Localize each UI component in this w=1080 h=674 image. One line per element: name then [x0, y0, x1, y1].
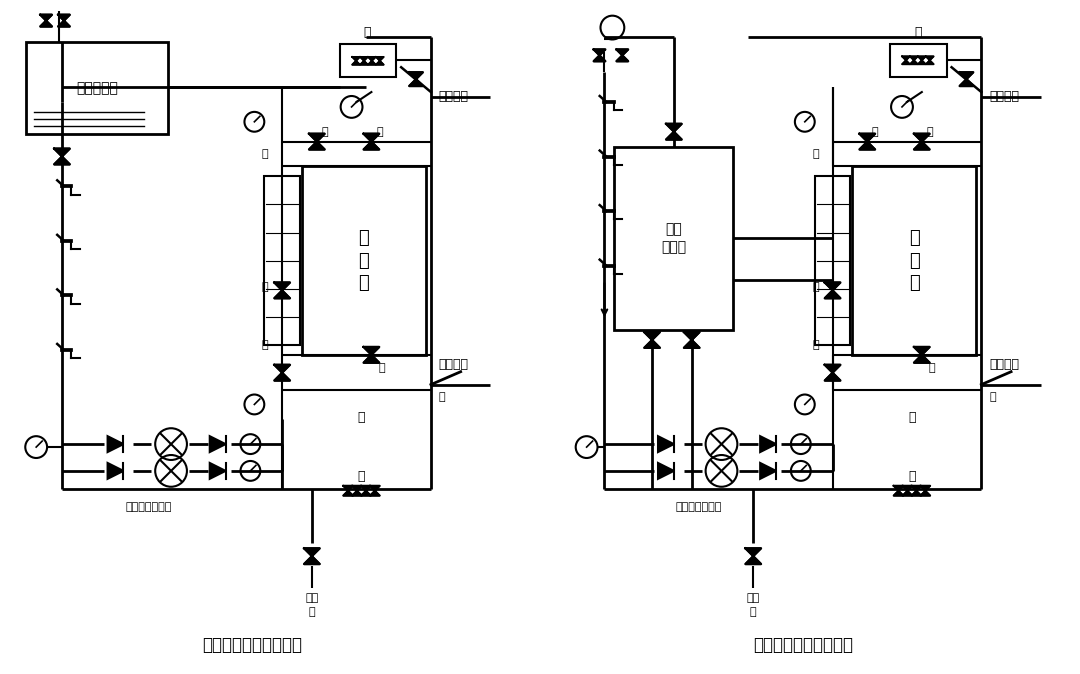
- Polygon shape: [594, 49, 606, 61]
- Text: 开: 开: [908, 470, 916, 483]
- Text: 开: 开: [914, 26, 921, 39]
- Polygon shape: [914, 133, 930, 150]
- Polygon shape: [274, 365, 291, 381]
- Polygon shape: [825, 365, 840, 381]
- Polygon shape: [54, 148, 70, 164]
- Text: 空调水进: 空调水进: [989, 359, 1020, 371]
- Text: 过度季节的运行（一）: 过度季节的运行（一）: [202, 636, 302, 654]
- Text: 空调水出: 空调水出: [438, 90, 469, 104]
- Text: 关: 关: [812, 282, 819, 293]
- Polygon shape: [666, 124, 681, 140]
- Polygon shape: [274, 282, 291, 299]
- Polygon shape: [825, 282, 840, 299]
- Bar: [814, 177, 850, 345]
- Polygon shape: [352, 57, 360, 65]
- Text: 卫生热水循环泵: 卫生热水循环泵: [125, 501, 172, 512]
- Bar: [340, 44, 396, 77]
- Text: 自来: 自来: [306, 593, 319, 603]
- Polygon shape: [360, 57, 368, 65]
- Text: 关: 关: [812, 148, 819, 158]
- Polygon shape: [210, 436, 226, 452]
- Text: 自来: 自来: [746, 593, 760, 603]
- Bar: [615, 146, 733, 330]
- Polygon shape: [108, 436, 123, 452]
- Polygon shape: [912, 486, 921, 495]
- Polygon shape: [40, 15, 52, 26]
- Text: 开: 开: [322, 127, 328, 137]
- Text: 关: 关: [262, 282, 269, 293]
- Text: 直
燃
机: 直 燃 机: [359, 229, 369, 292]
- Polygon shape: [745, 548, 761, 564]
- Text: 开: 开: [378, 363, 384, 373]
- Text: 开: 开: [357, 411, 365, 424]
- Polygon shape: [910, 57, 918, 64]
- Polygon shape: [760, 436, 777, 452]
- Polygon shape: [903, 486, 913, 495]
- Text: 低位
热水箱: 低位 热水箱: [661, 222, 687, 254]
- Bar: [852, 166, 976, 355]
- Polygon shape: [920, 486, 930, 495]
- Polygon shape: [658, 436, 674, 452]
- Text: 开: 开: [364, 26, 372, 39]
- Bar: [890, 44, 947, 77]
- Polygon shape: [370, 486, 380, 495]
- Text: 开: 开: [872, 127, 878, 137]
- Text: 关: 关: [812, 340, 819, 350]
- Polygon shape: [684, 332, 700, 348]
- Text: 关: 关: [262, 340, 269, 350]
- Polygon shape: [409, 72, 423, 86]
- Polygon shape: [860, 133, 875, 150]
- Text: 开: 开: [929, 363, 935, 373]
- Polygon shape: [658, 463, 674, 479]
- Text: 开: 开: [908, 411, 916, 424]
- Bar: [265, 177, 300, 345]
- Text: 水: 水: [309, 607, 315, 617]
- Bar: [26, 42, 168, 133]
- Text: 关: 关: [989, 392, 996, 402]
- Text: 关: 关: [262, 148, 269, 158]
- Text: 直
燃
机: 直 燃 机: [909, 229, 920, 292]
- Text: 关: 关: [376, 127, 382, 137]
- Text: 过度季节的运行（二）: 过度季节的运行（二）: [753, 636, 853, 654]
- Bar: [302, 166, 426, 355]
- Polygon shape: [926, 57, 934, 64]
- Polygon shape: [343, 486, 353, 495]
- Polygon shape: [918, 57, 926, 64]
- Polygon shape: [352, 486, 362, 495]
- Polygon shape: [617, 49, 629, 61]
- Polygon shape: [364, 347, 379, 363]
- Text: 关: 关: [438, 392, 445, 402]
- Polygon shape: [376, 57, 383, 65]
- Polygon shape: [760, 463, 777, 479]
- Text: 水: 水: [750, 607, 757, 617]
- Text: 开: 开: [357, 470, 365, 483]
- Text: 空调水出: 空调水出: [989, 90, 1020, 104]
- Polygon shape: [914, 347, 930, 363]
- Text: 关: 关: [927, 127, 933, 137]
- Polygon shape: [902, 57, 910, 64]
- Polygon shape: [368, 57, 376, 65]
- Polygon shape: [210, 463, 226, 479]
- Text: 空调进出: 空调进出: [438, 359, 469, 371]
- Polygon shape: [58, 15, 70, 26]
- Text: 高位热水箱: 高位热水箱: [77, 81, 118, 95]
- Polygon shape: [364, 133, 379, 150]
- Polygon shape: [309, 133, 325, 150]
- Polygon shape: [644, 332, 660, 348]
- Text: 卫生热水循环泵: 卫生热水循环泵: [675, 501, 721, 512]
- Polygon shape: [108, 463, 123, 479]
- Polygon shape: [303, 548, 320, 564]
- Polygon shape: [361, 486, 370, 495]
- Polygon shape: [893, 486, 904, 495]
- Polygon shape: [959, 72, 973, 86]
